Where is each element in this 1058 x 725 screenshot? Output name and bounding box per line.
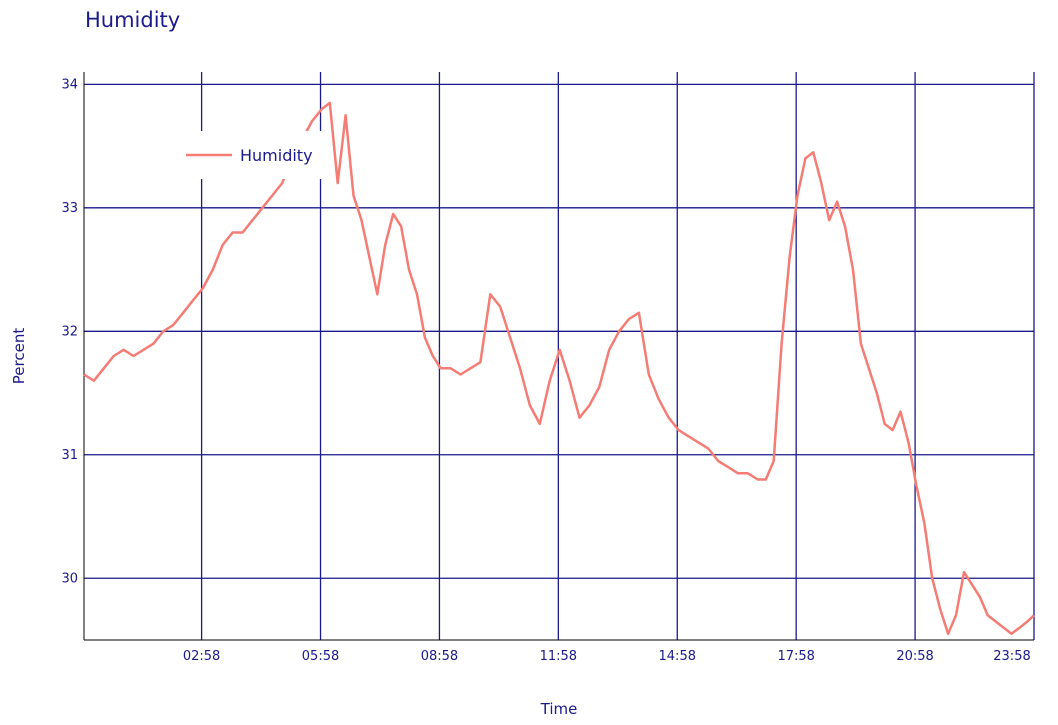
y-tick-label: 31 <box>61 448 78 463</box>
x-axis-label: Time <box>540 700 578 718</box>
y-tick-label: 33 <box>61 201 78 216</box>
x-tick-label: 14:58 <box>659 649 696 664</box>
legend: Humidity <box>176 131 324 179</box>
x-tick-label: 08:58 <box>421 649 458 664</box>
y-tick-label: 34 <box>61 77 78 92</box>
x-tick-label: 05:58 <box>302 649 339 664</box>
x-tick-label: 17:58 <box>777 649 814 664</box>
axes <box>83 72 1034 641</box>
y-tick-labels: 30 31 32 33 34 <box>61 77 78 586</box>
y-axis-label: Percent <box>10 328 28 385</box>
x-tick-label: 11:58 <box>540 649 577 664</box>
x-tick-label: 02:58 <box>183 649 220 664</box>
gridlines <box>84 72 1035 640</box>
x-tick-label: 20:58 <box>896 649 933 664</box>
legend-label: Humidity <box>240 146 313 165</box>
chart-title: Humidity <box>85 8 181 32</box>
series-line-humidity <box>83 101 1035 636</box>
x-tick-labels: 02:58 05:58 08:58 11:58 14:58 17:58 20:58 23:58 <box>183 649 1031 664</box>
x-tick-label: 23:58 <box>993 649 1030 664</box>
y-tick-label: 30 <box>61 571 78 586</box>
y-tick-label: 32 <box>61 324 78 339</box>
